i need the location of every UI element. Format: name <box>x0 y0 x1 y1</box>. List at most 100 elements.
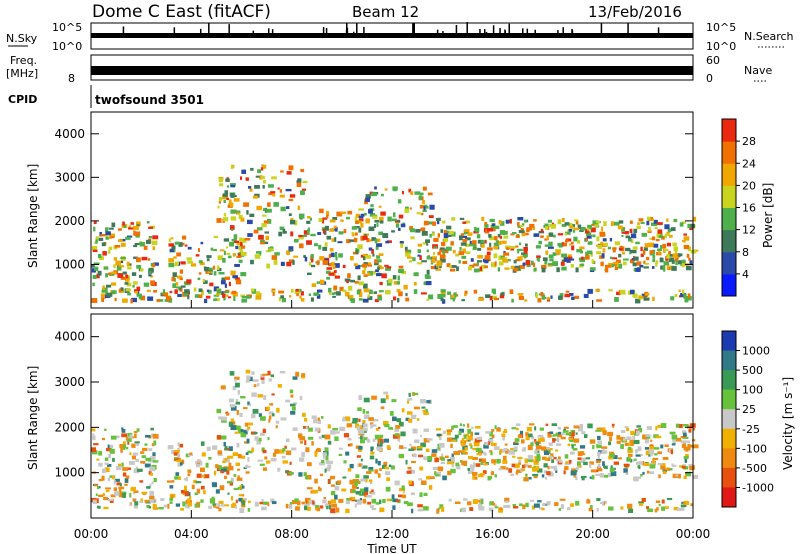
data-cell <box>464 229 470 233</box>
data-cell <box>236 212 241 215</box>
data-cell <box>655 500 661 503</box>
data-cell <box>355 423 360 429</box>
data-cell <box>98 462 103 467</box>
data-cell <box>644 262 649 265</box>
data-cell <box>638 465 641 470</box>
data-cell <box>236 410 239 415</box>
data-cell <box>618 253 622 258</box>
data-cell <box>358 281 364 286</box>
data-cell <box>246 375 251 380</box>
data-cell <box>222 293 226 299</box>
data-cell <box>535 442 540 447</box>
data-cell <box>349 239 356 242</box>
data-cell <box>602 248 606 253</box>
data-cell <box>195 481 202 484</box>
data-cell <box>368 239 373 242</box>
data-cell <box>666 254 670 259</box>
y-tick-label: 3000 <box>54 375 85 389</box>
data-cell <box>118 488 122 494</box>
data-cell <box>371 249 374 254</box>
data-cell <box>275 420 280 424</box>
data-cell <box>363 427 368 432</box>
data-cell <box>363 414 370 419</box>
data-cell <box>410 191 414 195</box>
data-cell <box>179 269 184 274</box>
data-cell <box>420 292 427 295</box>
data-cell <box>126 275 131 280</box>
data-cell <box>379 219 384 224</box>
data-cell <box>95 236 99 241</box>
data-cell <box>406 411 413 415</box>
data-cell <box>375 269 379 273</box>
data-cell <box>569 225 574 229</box>
data-cell <box>407 502 413 507</box>
data-cell <box>267 370 271 376</box>
nsky-spike <box>346 22 348 36</box>
data-cell <box>673 506 679 511</box>
data-cell <box>541 296 547 300</box>
data-cell <box>131 443 136 448</box>
data-cell <box>180 507 184 511</box>
data-cell <box>500 292 505 296</box>
data-cell <box>365 411 370 414</box>
data-cell <box>425 280 432 286</box>
data-cell <box>675 258 679 262</box>
data-cell <box>153 505 157 510</box>
data-cell <box>405 249 408 253</box>
data-cell <box>190 263 197 267</box>
data-cell <box>527 446 533 451</box>
data-cell <box>109 272 115 276</box>
data-cell <box>111 222 116 228</box>
data-cell <box>380 406 385 410</box>
data-cell <box>663 261 670 266</box>
data-cell <box>609 453 615 458</box>
data-cell <box>366 495 372 498</box>
data-cell <box>672 242 677 247</box>
data-cell <box>292 427 298 431</box>
data-cell <box>423 206 429 209</box>
data-cell <box>228 296 232 299</box>
data-cell <box>680 440 687 444</box>
data-cell <box>303 505 308 511</box>
data-cell <box>241 298 248 303</box>
data-cell <box>677 473 681 479</box>
colorbar-swatch <box>722 370 736 391</box>
data-cell <box>354 216 357 221</box>
data-cell <box>607 246 612 250</box>
data-cell <box>477 247 482 251</box>
data-cell <box>662 243 667 249</box>
data-cell <box>255 251 262 254</box>
data-cell <box>147 296 154 301</box>
data-cell <box>168 238 171 243</box>
data-cell <box>185 503 190 509</box>
data-cell <box>367 296 373 301</box>
data-cell <box>472 462 476 468</box>
data-cell <box>363 491 369 497</box>
data-cell <box>228 446 233 451</box>
data-cell <box>633 458 637 461</box>
data-cell <box>319 473 324 477</box>
data-cell <box>488 438 494 444</box>
data-cell <box>419 192 424 196</box>
data-cell <box>489 450 493 453</box>
data-cell <box>608 289 613 292</box>
data-cell <box>496 460 501 464</box>
nsky-tick-top: 10^5 <box>52 21 82 34</box>
data-cell <box>440 457 445 461</box>
data-cell <box>100 234 106 237</box>
data-cell <box>447 291 452 295</box>
data-cell <box>443 237 449 243</box>
data-cell <box>130 298 133 304</box>
data-cell <box>514 438 520 442</box>
data-cell <box>441 453 444 457</box>
data-cell <box>328 460 333 465</box>
data-cell <box>105 291 108 294</box>
data-cell <box>255 291 260 295</box>
data-cell <box>543 451 550 456</box>
data-cell <box>122 467 129 471</box>
data-cell <box>490 451 493 456</box>
data-cell <box>243 202 249 207</box>
data-cell <box>299 243 304 249</box>
colorbar-tick-label: 25 <box>742 403 756 416</box>
data-cell <box>290 410 296 415</box>
